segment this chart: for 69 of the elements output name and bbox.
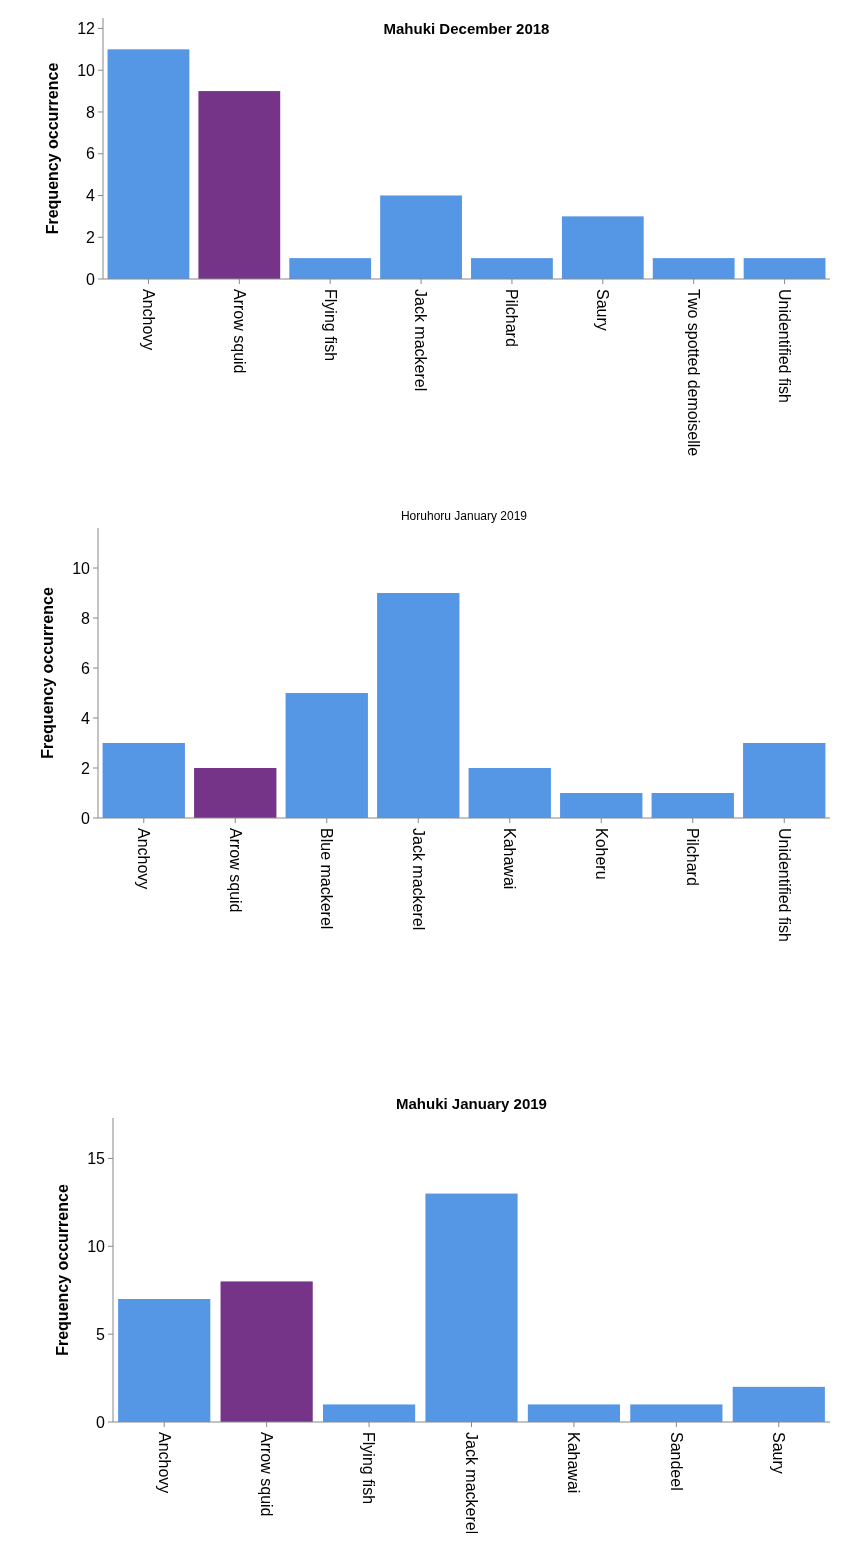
x-tick-label: Anchovy [139, 289, 157, 351]
y-tick-label: 10 [87, 1237, 106, 1255]
bar [471, 258, 553, 279]
y-axis-title: Frequency occurrence [54, 1184, 71, 1356]
x-tick-label: Unidentified fish [775, 289, 793, 403]
x-tick-label: Kahawai [501, 828, 519, 890]
x-tick-label: Anchovy [155, 1432, 173, 1494]
bar [289, 258, 372, 279]
y-tick-label: 6 [81, 659, 91, 677]
bar [285, 693, 368, 818]
bar [732, 1386, 825, 1422]
bar [743, 743, 826, 818]
x-tick-label: Jack mackerel [412, 289, 430, 392]
y-tick-label: 10 [77, 61, 96, 79]
x-tick-label: Sandeel [667, 1432, 685, 1491]
y-tick-label: 15 [87, 1150, 106, 1168]
y-tick-label: 5 [96, 1325, 106, 1343]
bar [560, 793, 643, 818]
y-tick-label: 8 [81, 609, 91, 627]
chart-title: Mahuki December 2018 [383, 20, 550, 37]
y-tick-label: 6 [86, 145, 96, 163]
x-tick-label: Flying fish [360, 1432, 378, 1505]
bar [198, 91, 281, 279]
bar [107, 49, 190, 279]
y-tick-label: 2 [81, 759, 91, 777]
bar [630, 1404, 723, 1422]
bar [651, 793, 734, 818]
x-tick-label: Anchovy [135, 828, 153, 890]
bar [118, 1298, 211, 1422]
x-tick-label: Blue mackerel [318, 828, 336, 930]
x-tick-label: Arrow squid [230, 289, 248, 374]
y-tick-label: 4 [81, 709, 91, 727]
bar [194, 768, 277, 818]
x-tick-label: Saury [770, 1432, 788, 1474]
y-tick-label: 12 [77, 20, 96, 38]
bar [220, 1281, 313, 1422]
y-axis-title: Frequency occurrence [39, 587, 56, 759]
y-tick-label: 2 [86, 228, 96, 246]
x-tick-label: Kahawai [565, 1432, 583, 1494]
bar [468, 768, 551, 818]
bar [743, 258, 826, 279]
y-tick-label: 0 [96, 1413, 106, 1431]
bar [380, 195, 462, 279]
x-tick-label: Pilchard [503, 289, 521, 347]
chart-title: Horuhoru January 2019 [400, 509, 528, 523]
x-tick-label: Saury [594, 289, 612, 331]
bar [527, 1404, 621, 1422]
bar [561, 216, 644, 279]
y-axis-title: Frequency occurrence [44, 62, 61, 235]
bar [425, 1193, 518, 1422]
bar [322, 1404, 416, 1422]
y-tick-label: 8 [86, 103, 96, 121]
x-tick-label: Unidentified fish [775, 828, 793, 942]
x-tick-label: Flying fish [321, 289, 339, 362]
x-tick-label: Pilchard [684, 828, 702, 886]
x-tick-label: Jack mackerel [462, 1432, 480, 1535]
x-tick-label: Jack mackerel [409, 828, 427, 931]
chart-title: Mahuki January 2019 [396, 1095, 547, 1112]
x-tick-label: Arrow squid [226, 828, 244, 913]
y-tick-label: 10 [72, 559, 91, 577]
x-tick-label: Arrow squid [258, 1432, 276, 1517]
bar [377, 593, 460, 818]
bar [652, 258, 735, 279]
y-tick-label: 4 [86, 187, 96, 205]
bar [102, 743, 185, 818]
y-tick-label: 0 [86, 270, 96, 288]
y-tick-label: 0 [81, 809, 91, 827]
x-tick-label: Two spotted demoiselle [685, 289, 703, 457]
x-tick-label: Koheru [592, 828, 610, 880]
